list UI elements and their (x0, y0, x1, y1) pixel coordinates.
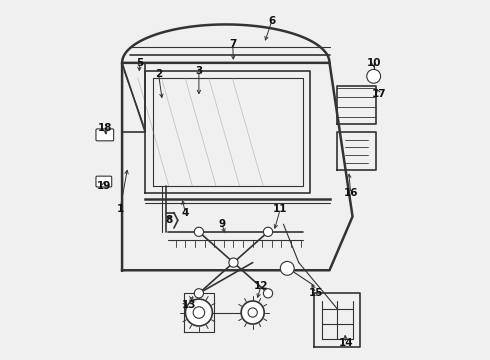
Text: 18: 18 (98, 123, 112, 133)
Circle shape (280, 261, 294, 275)
Circle shape (195, 289, 203, 298)
Circle shape (367, 69, 381, 83)
Circle shape (241, 301, 264, 324)
Text: 2: 2 (155, 69, 162, 79)
Circle shape (185, 299, 212, 326)
Text: 14: 14 (338, 338, 353, 348)
Text: 19: 19 (97, 181, 111, 191)
Text: 17: 17 (371, 89, 386, 99)
Text: 1: 1 (117, 204, 124, 214)
Text: 15: 15 (309, 288, 323, 298)
Circle shape (248, 308, 257, 317)
Circle shape (264, 289, 272, 298)
Text: 13: 13 (182, 300, 196, 310)
Text: 9: 9 (219, 219, 225, 229)
Text: 12: 12 (254, 281, 269, 291)
Text: 7: 7 (229, 39, 236, 49)
Circle shape (193, 307, 205, 318)
Circle shape (195, 227, 203, 237)
FancyBboxPatch shape (96, 129, 114, 141)
Text: 5: 5 (136, 58, 143, 68)
Text: 16: 16 (343, 188, 358, 198)
Text: 6: 6 (268, 15, 275, 26)
Text: 8: 8 (165, 215, 172, 225)
Circle shape (229, 258, 238, 267)
FancyBboxPatch shape (96, 176, 112, 187)
Text: 4: 4 (182, 208, 189, 218)
Text: 10: 10 (367, 58, 381, 68)
Circle shape (264, 227, 272, 237)
Text: 3: 3 (196, 66, 202, 76)
Text: 11: 11 (273, 204, 288, 214)
